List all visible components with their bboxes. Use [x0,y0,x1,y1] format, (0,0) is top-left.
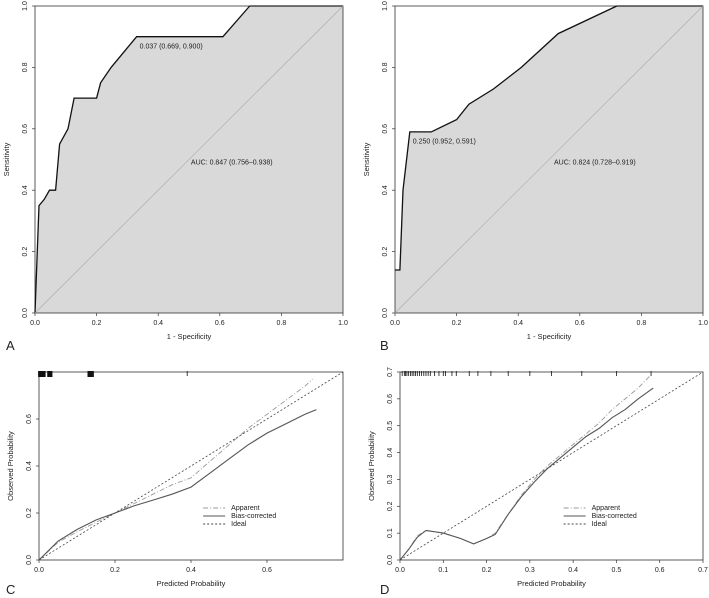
y-tick-label-a-2: 0.4 [22,185,29,195]
y-tick-label-b-3: 0.6 [382,124,389,134]
y-axis-label-d: Observed Probability [367,431,376,501]
y-tick-label-a-0: 0.0 [22,308,29,318]
x-tick-label-d-2: 0.2 [482,567,492,574]
panel-letter-c: C [6,582,15,597]
y-tick-label-a-5: 1.0 [22,1,29,11]
y-tick-label-d-0: 0.0 [387,555,394,565]
x-tick-label-d-6: 0.6 [655,567,665,574]
series-roc-b [395,5,618,271]
y-tick-label-b-4: 0.8 [382,62,389,72]
y-tick-label-a-3: 0.6 [22,124,29,134]
series-chance-a [34,5,344,314]
x-tick-label-d-1: 0.1 [438,567,448,574]
y-tick-label-c-1: 0.2 [26,508,33,518]
series-bias-corrected-d [399,387,654,561]
x-axis-label-d: Predicted Probability [517,579,586,588]
series-ideal-c [38,371,344,561]
y-tick-label-d-6: 0.6 [387,394,394,404]
series-apparent-c [38,378,313,561]
legend-label-d-1: Bias-corrected [592,513,637,520]
x-tick-label-c-0: 0.0 [34,567,44,574]
annotation-a-0: 0.037 (0.669, 0.900) [140,44,203,51]
x-tick-label-d-7: 0.7 [698,567,708,574]
annotation-a-1: AUC: 0.847 (0.756–0.938) [191,159,273,166]
x-axis-label-b: 1 - Specificity [527,332,572,341]
y-tick-label-a-4: 0.8 [22,62,29,72]
y-tick-label-d-7: 0.7 [387,367,394,377]
x-axis-label-c: Predicted Probability [157,579,226,588]
series-bias-corrected-c [38,409,317,561]
y-tick-label-b-1: 0.2 [382,247,389,257]
y-tick-label-d-2: 0.2 [387,501,394,511]
x-tick-label-a-2: 0.4 [153,320,163,327]
x-tick-label-c-2: 0.4 [186,567,196,574]
y-tick-label-c-2: 0.4 [26,461,33,471]
panel-letter-a: A [6,338,15,353]
x-tick-label-b-0: 0.0 [390,320,400,327]
x-tick-label-d-3: 0.3 [525,567,535,574]
y-tick-label-d-4: 0.4 [387,448,394,458]
legend-label-c-0: Apparent [231,505,259,512]
series-ideal-d [399,371,704,561]
y-tick-label-c-0: 0.0 [26,555,33,565]
y-tick-label-d-1: 0.1 [387,528,394,538]
x-tick-label-d-5: 0.5 [612,567,622,574]
x-tick-label-a-5: 1.0 [338,320,348,327]
x-tick-label-a-0: 0.0 [30,320,40,327]
annotation-b-1: AUC: 0.824 (0.728–0.919) [554,159,636,166]
x-tick-label-b-5: 1.0 [698,320,708,327]
legend-label-c-2: Ideal [231,521,247,528]
x-tick-label-a-1: 0.2 [92,320,102,327]
x-tick-label-d-0: 0.0 [395,567,405,574]
x-axis-label-a: 1 - Specificity [167,332,212,341]
x-tick-label-a-4: 0.8 [277,320,287,327]
panel-letter-b: B [380,338,389,353]
legend-label-c-1: Bias-corrected [231,513,276,520]
x-tick-label-d-4: 0.4 [568,567,578,574]
x-tick-label-b-4: 0.8 [637,320,647,327]
y-tick-label-b-0: 0.0 [382,308,389,318]
x-tick-label-a-3: 0.6 [215,320,225,327]
y-tick-label-d-5: 0.5 [387,421,394,431]
y-axis-label-a: Sensitivity [2,142,11,176]
x-tick-label-b-3: 0.6 [575,320,585,327]
y-tick-label-c-3: 0.6 [26,414,33,424]
x-tick-label-c-1: 0.2 [110,567,120,574]
x-tick-label-b-2: 0.4 [513,320,523,327]
series-roc-a [34,5,251,314]
y-tick-label-a-1: 0.2 [22,247,29,257]
series-chance-b [394,5,704,314]
plot-frame-b [394,5,704,314]
plot-frame-a [34,5,344,314]
y-axis-label-b: Sensitivity [362,142,371,176]
legend-label-d-0: Apparent [592,505,620,512]
y-tick-label-b-2: 0.4 [382,185,389,195]
y-tick-label-d-3: 0.3 [387,474,394,484]
y-tick-label-b-5: 1.0 [382,1,389,11]
x-tick-label-b-1: 0.2 [452,320,462,327]
x-tick-label-c-3: 0.6 [262,567,272,574]
annotation-b-0: 0.250 (0.952, 0.591) [413,139,476,146]
legend-label-d-2: Ideal [592,521,608,528]
panel-letter-d: D [380,582,389,597]
y-axis-label-c: Observed Probability [6,431,15,501]
